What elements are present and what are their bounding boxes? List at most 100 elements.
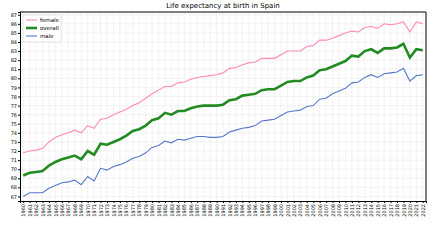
tick-label: 82 — [11, 57, 17, 63]
x-tick: 1982 — [162, 201, 168, 217]
x-tick: 1996 — [252, 201, 258, 217]
x-tick: 2014 — [368, 201, 374, 217]
tick-mark — [223, 201, 224, 203]
grid-line — [113, 12, 114, 201]
grid-line — [152, 12, 153, 201]
tick-mark — [197, 201, 198, 203]
x-tick: 1979 — [143, 201, 149, 217]
tick-label: 1998 — [265, 204, 271, 217]
x-tick: 2009 — [336, 201, 342, 217]
tick-label: 83 — [11, 48, 17, 54]
tick-label: 1983 — [169, 204, 175, 217]
tick-mark — [423, 201, 424, 203]
legend-swatch — [26, 19, 37, 20]
tick-mark — [159, 201, 160, 203]
y-tick: 78 — [11, 94, 20, 100]
y-tick: 73 — [11, 139, 20, 145]
tick-mark — [403, 201, 404, 203]
tick-label: 2008 — [330, 204, 336, 217]
grid-line — [390, 12, 391, 201]
tick-label: 1977 — [130, 204, 136, 217]
y-tick: 84 — [11, 39, 20, 45]
grid-line — [68, 12, 69, 201]
grid-line — [351, 12, 352, 201]
tick-label: 2005 — [310, 204, 316, 217]
tick-mark — [345, 201, 346, 203]
tick-mark — [378, 201, 379, 203]
tick-mark — [326, 201, 327, 203]
grid-line — [171, 12, 172, 201]
grid-line — [61, 12, 62, 201]
grid-line — [274, 12, 275, 201]
grid-line — [165, 12, 166, 201]
tick-mark — [184, 201, 185, 203]
tick-mark — [55, 201, 56, 203]
x-tick: 1967 — [65, 201, 71, 217]
legend: femaleoverallmale — [23, 15, 61, 42]
tick-label: 1962 — [33, 204, 39, 217]
tick-label: 2007 — [323, 204, 329, 217]
tick-mark — [18, 124, 20, 125]
grid-line — [313, 12, 314, 201]
tick-label: 71 — [11, 157, 17, 163]
tick-label: 2013 — [362, 204, 368, 217]
grid — [20, 12, 426, 201]
tick-mark — [18, 33, 20, 34]
tick-label: 1972 — [98, 204, 104, 217]
tick-mark — [23, 201, 24, 203]
tick-mark — [204, 201, 205, 203]
x-tick: 2011 — [349, 201, 355, 217]
tick-mark — [120, 201, 121, 203]
tick-label: 1997 — [259, 204, 265, 217]
y-tick: 68 — [11, 184, 20, 190]
x-tick: 1961 — [27, 201, 33, 217]
tick-mark — [139, 201, 140, 203]
tick-label: 1986 — [188, 204, 194, 217]
tick-mark — [18, 142, 20, 143]
tick-mark — [320, 201, 321, 203]
tick-label: 2022 — [420, 204, 426, 217]
axis-line — [18, 13, 21, 202]
x-tick: 1990 — [214, 201, 220, 217]
tick-label: 2000 — [278, 204, 284, 217]
x-tick: 1983 — [169, 201, 175, 217]
tick-mark — [281, 201, 282, 203]
x-tick: 1969 — [78, 201, 84, 217]
tick-label: 74 — [11, 130, 17, 136]
x-tick: 1989 — [207, 201, 213, 217]
tick-mark — [18, 133, 20, 134]
tick-label: 2001 — [285, 204, 291, 217]
tick-mark — [229, 201, 230, 203]
tick-mark — [210, 201, 211, 203]
chart: Life expectancy at birth in Spain1960196… — [0, 0, 431, 225]
y-tick: 87 — [11, 12, 20, 18]
tick-label: 70 — [11, 166, 17, 172]
x-tick: 1964 — [46, 201, 52, 217]
x-tick: 1968 — [72, 201, 78, 217]
x-tick: 1992 — [227, 201, 233, 217]
tick-mark — [18, 87, 20, 88]
tick-label: 1971 — [91, 204, 97, 217]
y-tick: 86 — [11, 21, 20, 27]
tick-mark — [275, 201, 276, 203]
grid-line — [403, 12, 404, 201]
x-tick: 2021 — [413, 201, 419, 217]
x-tick: 1987 — [194, 201, 200, 217]
tick-mark — [113, 201, 114, 203]
grid-line — [397, 12, 398, 201]
x-tick: 1976 — [123, 201, 129, 217]
tick-label: 79 — [11, 85, 17, 91]
tick-mark — [126, 201, 127, 203]
tick-mark — [397, 201, 398, 203]
tick-label: 2012 — [355, 204, 361, 217]
y-tick: 74 — [11, 130, 20, 136]
tick-mark — [242, 201, 243, 203]
x-tick: 2002 — [291, 201, 297, 217]
tick-mark — [339, 201, 340, 203]
tick-mark — [101, 201, 102, 203]
tick-label: 1964 — [46, 204, 52, 217]
x-tick: 1998 — [265, 201, 271, 217]
grid-line — [100, 12, 101, 201]
tick-label: 80 — [11, 75, 17, 81]
grid-line — [384, 12, 385, 201]
